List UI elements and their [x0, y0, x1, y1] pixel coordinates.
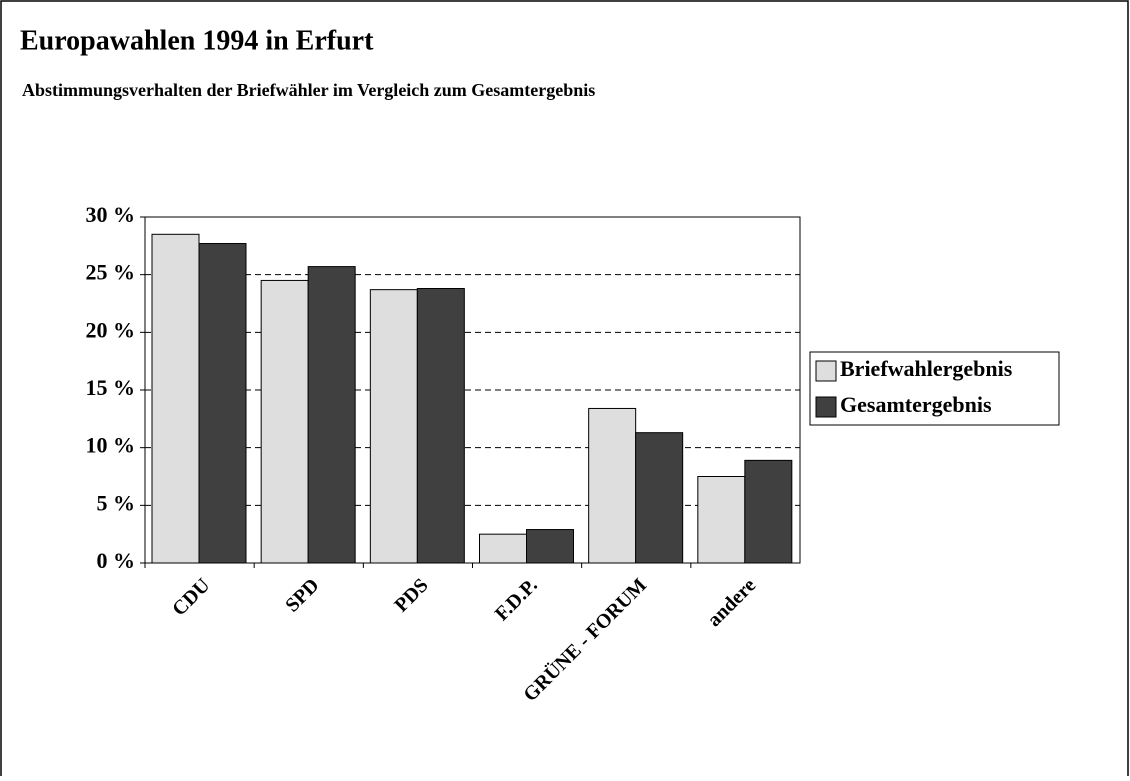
bar — [260, 279, 309, 564]
x-tick-label: andere — [703, 574, 760, 631]
bar — [151, 233, 200, 564]
bar — [744, 459, 793, 564]
chart-subtitle: Abstimmungsverhalten der Briefwähler im … — [22, 80, 595, 100]
bar — [697, 476, 746, 564]
chart-title: Europawahlen 1994 in Erfurt — [20, 25, 374, 56]
legend-swatch — [815, 360, 837, 382]
bar — [635, 432, 684, 564]
bar — [307, 266, 356, 564]
bar — [526, 529, 574, 564]
y-tick-label: 10 % — [86, 433, 136, 458]
x-tick-label: GRÜNE - FORUM — [518, 573, 651, 706]
y-tick-label: 0 % — [97, 548, 136, 573]
x-tick-label: CDU — [168, 574, 214, 620]
x-tick-label: F.D.P. — [491, 574, 542, 625]
bar — [416, 288, 465, 564]
y-tick-label: 30 % — [86, 202, 136, 227]
x-tick-label: PDS — [390, 574, 432, 616]
bar — [588, 407, 637, 564]
y-tick-label: 15 % — [86, 375, 136, 400]
y-tick-label: 20 % — [86, 317, 136, 342]
legend-label: Briefwahlergebnis — [840, 356, 1013, 381]
y-tick-label: 5 % — [97, 490, 136, 515]
legend-swatch — [815, 396, 837, 418]
bar — [198, 243, 247, 564]
x-tick-label: SPD — [281, 574, 323, 616]
bar — [479, 533, 527, 564]
legend-box — [809, 351, 1060, 426]
legend-label: Gesamtergebnis — [840, 392, 992, 417]
bar — [369, 289, 418, 564]
y-tick-label: 25 % — [86, 260, 136, 285]
